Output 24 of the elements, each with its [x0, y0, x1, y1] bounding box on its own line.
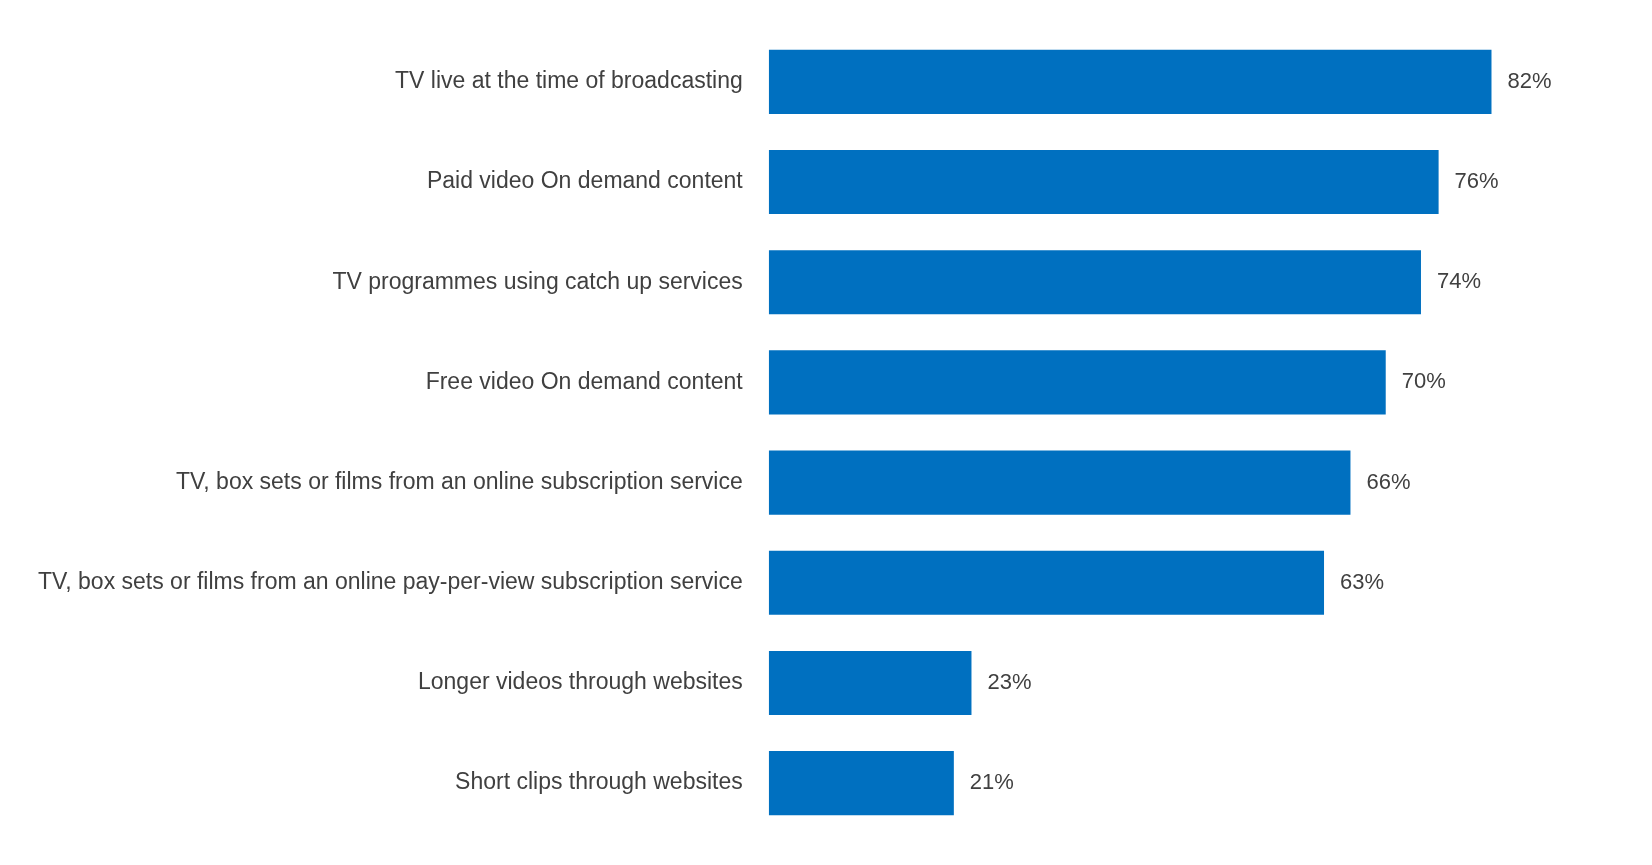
data-label: 74% [1436, 268, 1482, 294]
y-tick-label: TV live at the time of broadcasting [395, 67, 743, 94]
data-label: 23% [987, 669, 1032, 694]
bar [768, 450, 1351, 515]
data-label: 63% [1340, 568, 1385, 594]
data-label: 66% [1366, 468, 1411, 494]
y-tick-label: TV, box sets or films from an online subscription service [176, 467, 743, 494]
bar [768, 650, 972, 715]
data-label: 70% [1401, 368, 1446, 394]
data-label: 21% [969, 769, 1014, 795]
y-tick-label: Longer videos through websites [417, 668, 743, 695]
bar [768, 550, 1325, 615]
y-tick-label: TV programmes using catch up services [332, 267, 743, 294]
data-label: 82% [1507, 67, 1552, 93]
y-tick-label: TV, box sets or films from an online pay-per-view subscription service [37, 568, 743, 595]
bar [768, 751, 954, 816]
bar [768, 250, 1421, 315]
bar [768, 350, 1386, 415]
y-tick-label: Paid video On demand content [426, 167, 744, 194]
bar [768, 150, 1439, 215]
y-tick-label: Free video On demand content [425, 367, 744, 394]
y-tick-label: Short clips through websites [455, 768, 743, 795]
data-label: 76% [1454, 168, 1499, 194]
bar [768, 49, 1492, 114]
